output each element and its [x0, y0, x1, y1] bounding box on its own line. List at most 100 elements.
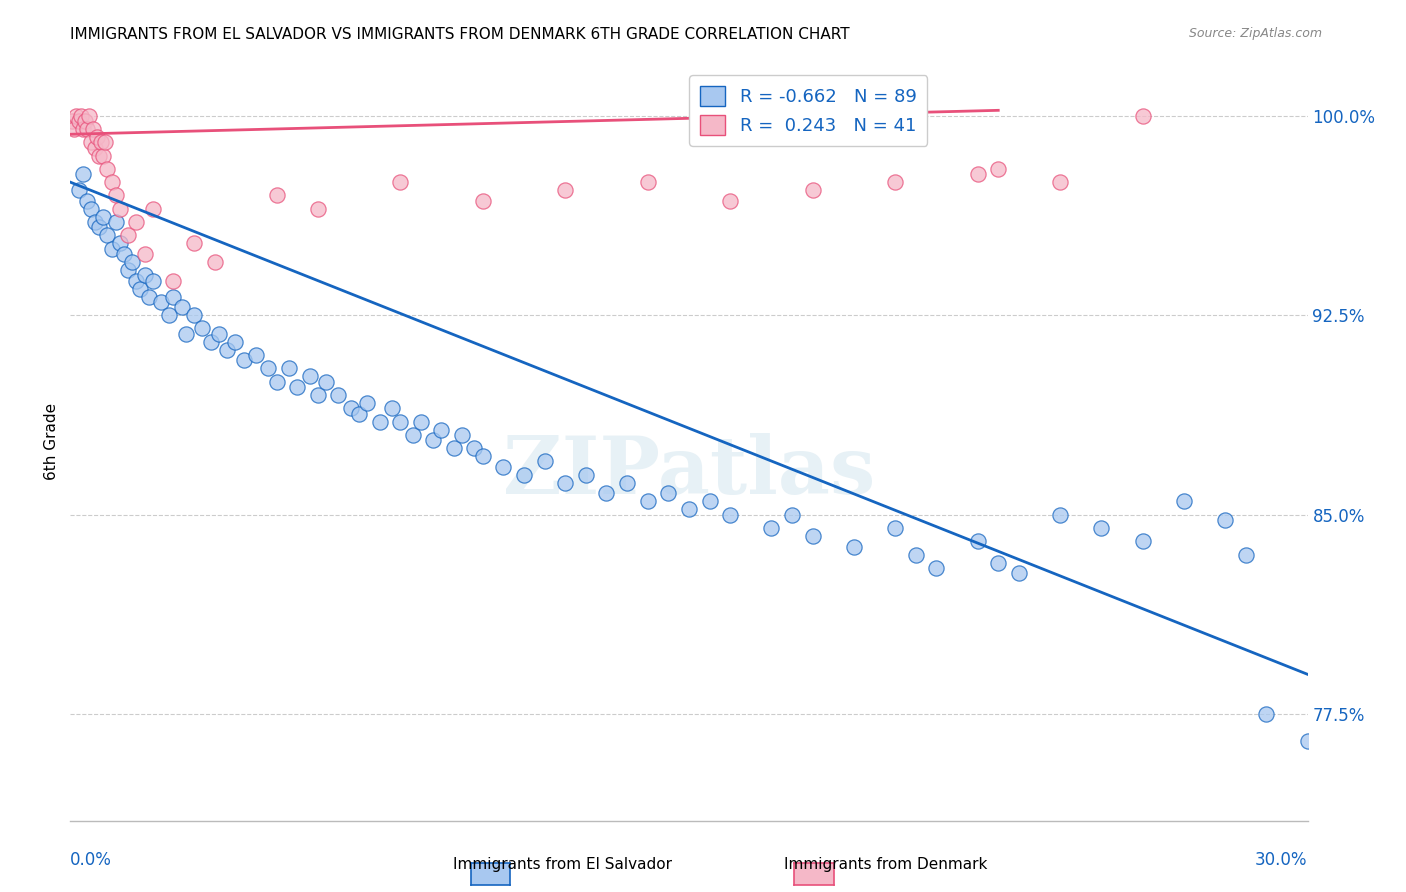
Point	[65, 109, 87, 123]
Point	[595, 486, 617, 500]
Point	[801, 529, 824, 543]
Text: Immigrants from El Salvador: Immigrants from El Salvador	[453, 857, 672, 872]
Point	[533, 454, 555, 468]
Point	[96, 161, 118, 176]
Point	[801, 183, 824, 197]
Point	[134, 247, 156, 261]
Point	[1049, 508, 1071, 522]
Point	[162, 274, 184, 288]
Point	[224, 334, 246, 349]
Point	[170, 300, 193, 314]
Point	[718, 508, 741, 522]
Point	[285, 380, 308, 394]
Point	[121, 255, 143, 269]
Point	[471, 449, 494, 463]
Point	[1296, 734, 1319, 748]
Point	[100, 242, 122, 256]
Y-axis label: 6th Grade: 6th Grade	[44, 403, 59, 480]
Point	[678, 502, 700, 516]
Point	[307, 202, 329, 216]
Point	[637, 175, 659, 189]
Point	[422, 434, 444, 448]
Legend: R = -0.662   N = 89, R =  0.243   N = 41: R = -0.662 N = 89, R = 0.243 N = 41	[689, 75, 928, 145]
Point	[616, 475, 638, 490]
Text: Source: ZipAtlas.com: Source: ZipAtlas.com	[1188, 27, 1322, 40]
Point	[987, 161, 1010, 176]
Point	[513, 467, 536, 482]
Point	[208, 326, 231, 341]
Point	[67, 183, 90, 197]
Point	[134, 268, 156, 283]
Point	[80, 135, 103, 149]
Point	[401, 428, 423, 442]
Point	[112, 247, 135, 261]
Point	[245, 348, 267, 362]
Point	[1132, 534, 1154, 549]
Point	[84, 215, 107, 229]
Point	[1213, 513, 1236, 527]
Point	[554, 475, 576, 490]
Point	[554, 183, 576, 197]
Point	[162, 289, 184, 303]
Point	[277, 361, 299, 376]
Point	[430, 423, 453, 437]
Point	[204, 255, 226, 269]
Point	[142, 274, 165, 288]
Point	[1132, 109, 1154, 123]
Point	[347, 407, 370, 421]
Point	[91, 210, 114, 224]
Point	[129, 282, 152, 296]
Point	[174, 326, 197, 341]
Point	[89, 148, 111, 162]
Text: Immigrants from Denmark: Immigrants from Denmark	[785, 857, 987, 872]
Point	[389, 175, 412, 189]
Point	[183, 308, 205, 322]
Point	[1317, 760, 1340, 774]
Point	[108, 236, 131, 251]
Point	[657, 486, 679, 500]
Point	[471, 194, 494, 208]
Point	[409, 415, 432, 429]
Point	[200, 334, 222, 349]
Point	[1337, 779, 1360, 793]
Point	[96, 228, 118, 243]
Point	[60, 114, 83, 128]
Point	[315, 375, 337, 389]
Point	[298, 369, 321, 384]
Point	[89, 220, 111, 235]
Point	[142, 202, 165, 216]
Point	[451, 428, 474, 442]
Point	[77, 109, 100, 123]
Point	[150, 294, 173, 309]
Point	[339, 401, 361, 416]
Point	[1090, 521, 1112, 535]
Point	[381, 401, 404, 416]
Text: ZIPatlas: ZIPatlas	[503, 433, 875, 511]
Point	[91, 148, 114, 162]
Point	[966, 167, 988, 181]
Text: 30.0%: 30.0%	[1256, 851, 1308, 869]
Point	[718, 194, 741, 208]
Point	[104, 188, 127, 202]
Point	[90, 135, 112, 149]
Point	[966, 534, 988, 549]
Point	[108, 202, 131, 216]
Point	[117, 228, 139, 243]
Point	[699, 494, 721, 508]
Point	[67, 114, 90, 128]
Point	[257, 361, 280, 376]
Point	[125, 274, 148, 288]
Point	[443, 441, 465, 455]
Point	[183, 236, 205, 251]
Point	[463, 441, 485, 455]
Point	[84, 140, 107, 154]
Point	[76, 194, 98, 208]
Point	[76, 122, 98, 136]
Point	[80, 202, 103, 216]
Point	[82, 122, 104, 136]
Point	[987, 556, 1010, 570]
Text: 0.0%: 0.0%	[70, 851, 112, 869]
Point	[492, 459, 515, 474]
Point	[356, 396, 378, 410]
Point	[117, 263, 139, 277]
